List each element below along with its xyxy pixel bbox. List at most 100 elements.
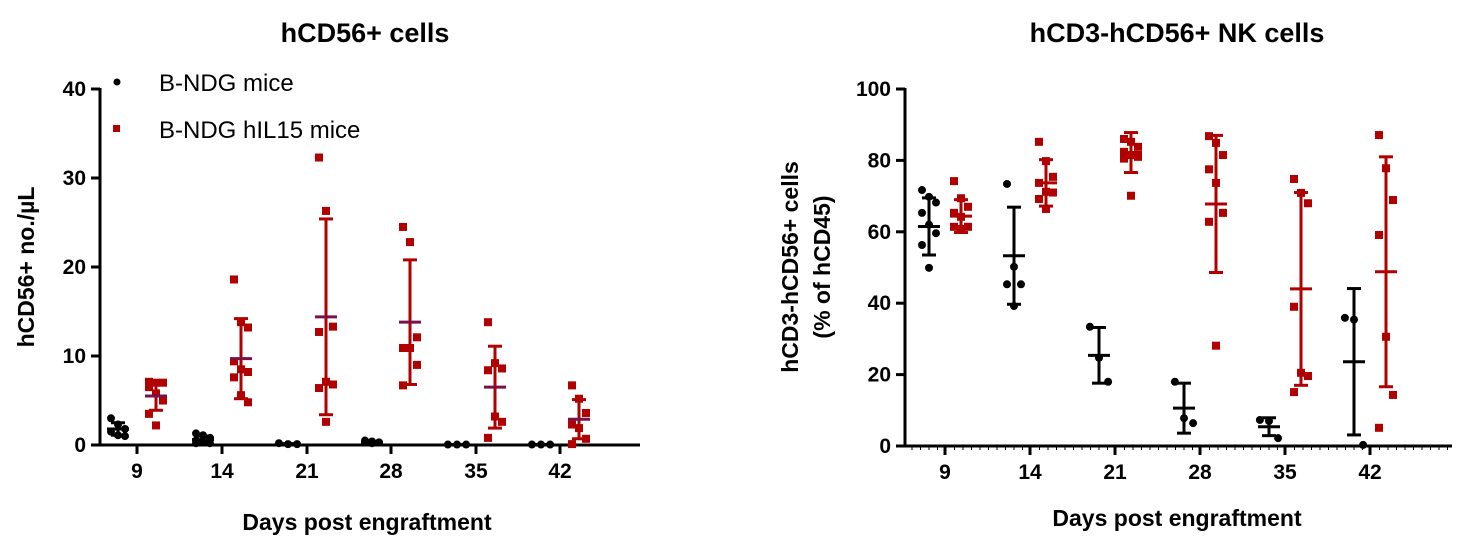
- legend-label-hil15: B-NDG hIL15 mice: [159, 117, 360, 144]
- data-point: [244, 368, 252, 377]
- data-point: [568, 381, 576, 390]
- x-tick-label: 9: [939, 461, 951, 484]
- y-tick-label: 80: [868, 149, 891, 172]
- data-point: [399, 343, 407, 352]
- data-point: [152, 421, 160, 430]
- data-point: [925, 263, 933, 272]
- chart-nk-cells: hCD3-hCD56+ NK cells hCD3-hCD56+ cells (…: [777, 18, 1452, 531]
- data-point: [484, 433, 492, 442]
- data-point: [932, 229, 940, 238]
- x-axis-label: Days post engraftment: [1052, 505, 1302, 531]
- data-point: [964, 202, 972, 211]
- data-point: [1127, 191, 1135, 200]
- y-tick-label: 30: [63, 167, 86, 190]
- data-point: [1304, 199, 1312, 208]
- data-point: [950, 177, 958, 186]
- data-point: [159, 396, 167, 405]
- data-point: [315, 153, 323, 162]
- y-axis-label-line2: (% of hCD45): [809, 195, 835, 338]
- legend-marker-hil15: [113, 125, 120, 132]
- data-point: [1290, 388, 1298, 397]
- data-point: [322, 206, 330, 215]
- x-axis-label: Days post engraftment: [242, 509, 492, 535]
- data-point: [322, 417, 330, 426]
- data-point: [1274, 434, 1283, 443]
- data-point: [950, 222, 958, 231]
- data-point: [484, 366, 492, 375]
- x-tick-label: 42: [548, 460, 571, 483]
- data-point: [568, 440, 576, 449]
- x-tick-label: 21: [1103, 461, 1127, 484]
- data-point: [230, 275, 238, 284]
- data-point: [1359, 440, 1368, 449]
- y-tick-label: 0: [879, 435, 891, 458]
- y-tick-label: 10: [63, 345, 86, 368]
- data-point: [1290, 174, 1298, 183]
- data-point: [1205, 217, 1213, 226]
- data-point: [1375, 131, 1383, 140]
- data-point: [1003, 280, 1011, 289]
- data-point: [1212, 341, 1220, 350]
- data-point: [329, 380, 337, 389]
- data-point: [484, 318, 492, 327]
- data-point: [1219, 151, 1227, 160]
- data-point: [1304, 372, 1312, 381]
- data-point: [230, 373, 238, 382]
- legend-marker-b-ndg: [113, 78, 121, 86]
- data-point: [145, 409, 153, 418]
- x-tick-label: 28: [379, 460, 403, 483]
- chart-hcd56-cells: hCD56+ cells hCD56+ no./µL Days post eng…: [13, 18, 640, 535]
- data-point: [329, 322, 337, 331]
- data-point: [1189, 419, 1198, 428]
- x-tick-label: 42: [1358, 461, 1381, 484]
- x-tick-label: 14: [210, 460, 234, 483]
- data-point: [568, 420, 576, 429]
- data-point: [1134, 152, 1142, 161]
- x-tick-label: 28: [1188, 461, 1212, 484]
- data-point: [145, 383, 153, 392]
- data-point: [964, 222, 972, 231]
- data-point: [932, 198, 940, 207]
- data-point: [1049, 188, 1057, 197]
- data-point: [1104, 377, 1113, 386]
- data-point: [1255, 415, 1264, 424]
- y-tick-label: 0: [74, 434, 86, 457]
- data-point: [1375, 423, 1383, 432]
- y-tick-label: 20: [63, 256, 86, 279]
- y-tick-label: 20: [868, 364, 891, 387]
- data-point: [413, 360, 421, 369]
- data-point: [1035, 137, 1043, 146]
- y-tick-label: 100: [856, 78, 891, 101]
- data-point: [230, 357, 238, 366]
- data-point: [1290, 302, 1298, 311]
- data-point: [1085, 322, 1094, 331]
- data-point: [315, 327, 323, 336]
- data-point: [1120, 134, 1128, 143]
- data-point: [498, 364, 506, 373]
- data-point: [399, 222, 407, 231]
- data-point: [950, 208, 958, 217]
- chart-title: hCD3-hCD56+ NK cells: [1030, 18, 1325, 48]
- data-point: [1035, 194, 1043, 203]
- x-tick-label: 21: [295, 460, 319, 483]
- data-point: [1205, 165, 1213, 174]
- data-point: [1120, 154, 1128, 163]
- legend-label-b-ndg: B-NDG mice: [159, 70, 294, 97]
- data-point: [413, 333, 421, 342]
- data-point: [918, 208, 926, 217]
- data-point: [1389, 196, 1397, 205]
- data-point: [1340, 313, 1349, 322]
- data-point: [315, 384, 323, 393]
- data-point: [1389, 390, 1397, 399]
- data-point: [244, 323, 252, 332]
- data-point: [244, 398, 252, 407]
- data-point: [107, 414, 115, 423]
- data-point: [1170, 377, 1179, 386]
- x-tick-label: 35: [1273, 461, 1297, 484]
- data-point: [582, 408, 590, 417]
- data-point: [406, 238, 414, 247]
- data-point: [1219, 208, 1227, 217]
- data-point: [918, 241, 926, 250]
- x-tick-label: 35: [464, 460, 488, 483]
